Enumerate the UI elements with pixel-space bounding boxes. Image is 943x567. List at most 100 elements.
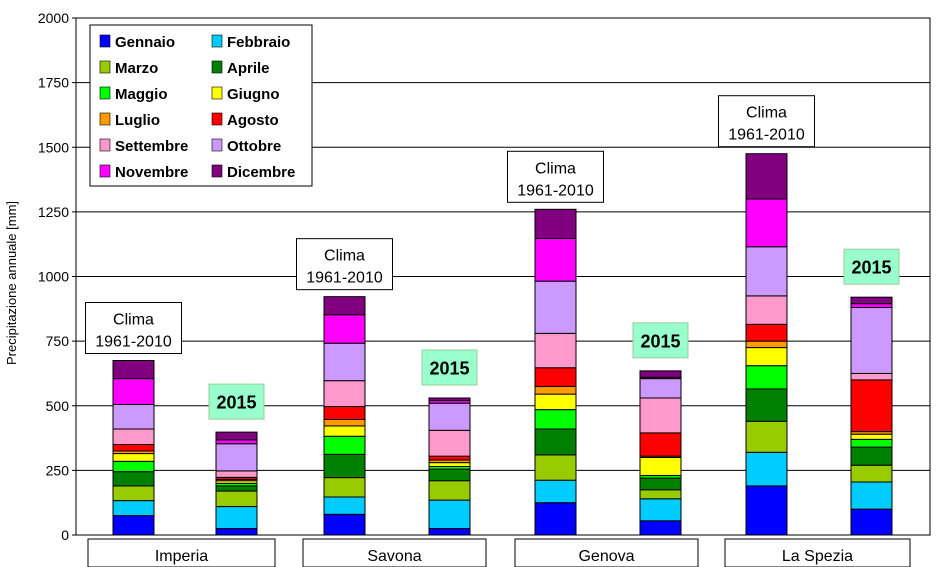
legend-swatch (211, 164, 223, 178)
bar-segment (112, 485, 155, 502)
group-text: La Spezia (782, 548, 853, 565)
group-text: Genova (578, 548, 634, 565)
annotation-box (632, 322, 689, 359)
legend-label: Giugno (227, 86, 280, 103)
group-label: Imperia (87, 538, 276, 567)
annotation-box (85, 302, 182, 355)
legend-label: Gennaio (115, 34, 175, 51)
stacked-bar (215, 431, 258, 536)
y-axis-ticks: 0 250 500 750 1000 1250 1500 1750 2000 (38, 10, 76, 543)
annotation-text: 1961-2010 (517, 182, 594, 199)
bar-segment (534, 238, 577, 282)
legend-label: Settembre (115, 138, 188, 155)
bar-segment (112, 378, 155, 405)
legend-item: Marzo (99, 60, 158, 77)
group-box (514, 538, 699, 567)
bar-segment (112, 428, 155, 446)
bar-segment (850, 379, 893, 433)
group-label: Savona (302, 538, 487, 567)
bar-segment (850, 481, 893, 510)
legend-swatch (99, 34, 111, 48)
bar-segment (428, 528, 471, 536)
y-tick-label: 1750 (38, 75, 69, 91)
y-tick-label: 1250 (38, 204, 69, 220)
bar-segment (745, 420, 788, 453)
bar-segment (112, 444, 155, 452)
annotation-text: 2015 (851, 258, 891, 278)
bar-segment (323, 314, 366, 344)
group-label: La Spezia (724, 538, 911, 567)
annotation-text: Clima (324, 248, 365, 265)
bar-segment (534, 280, 577, 334)
y-tick-label: 250 (46, 462, 70, 478)
bar-segment (323, 342, 366, 382)
bar-labels: Clima 1961-2010 2015 Clima 1961-2010 2015 Clim… (85, 95, 900, 420)
annotation-box (718, 95, 815, 148)
bar-segment (534, 385, 577, 395)
annotation-box (843, 248, 900, 285)
y-tick-label: 500 (46, 398, 70, 414)
bar-segment (534, 367, 577, 387)
annotation-text: Clima (746, 105, 787, 122)
bar-segment (745, 347, 788, 367)
bar-segment (215, 506, 258, 530)
y-tick-label: 0 (61, 527, 69, 543)
group-labels: Imperia Savona Genova La Spezia (87, 538, 911, 567)
bar-segment (112, 500, 155, 517)
bar-annotation: 2015 (421, 349, 478, 386)
bar-segment (745, 388, 788, 422)
stacked-bar (112, 360, 155, 536)
bar-annotation: Clima 1961-2010 (296, 238, 393, 291)
legend-item: Agosto (211, 112, 279, 129)
bar-annotation: Clima 1961-2010 (507, 150, 604, 203)
annotation-text: 2015 (216, 393, 256, 413)
legend-label: Maggio (115, 86, 168, 103)
bar-segment (850, 303, 893, 309)
legend-label: Aprile (227, 60, 270, 77)
legend-swatch (99, 112, 111, 126)
bar-segment (323, 477, 366, 498)
annotation-box (421, 349, 478, 386)
bar-segment (534, 208, 577, 240)
bar-segment (112, 360, 155, 380)
legend-label: Novembre (115, 164, 188, 181)
legend-box (89, 24, 313, 187)
bar-segment (112, 460, 155, 473)
bar-segment (534, 393, 577, 411)
bar-segment (323, 496, 366, 515)
bar-segment (639, 520, 682, 536)
stacked-bar (428, 397, 471, 536)
legend-swatch (99, 138, 111, 152)
legend-label: Luglio (115, 112, 160, 129)
group-box (302, 538, 487, 567)
bar-segment (745, 340, 788, 349)
bar-segment (428, 480, 471, 501)
legend-label: Dicembre (227, 164, 295, 181)
bar-segment (323, 418, 366, 427)
bar-segment (534, 502, 577, 536)
stacked-bar (639, 370, 682, 536)
legend-swatch (211, 86, 223, 100)
bar-segment (215, 485, 258, 492)
annotation-box (208, 383, 265, 420)
y-tick-label: 1000 (38, 269, 69, 285)
bar-segment (215, 443, 258, 472)
y-axis-label: Precipitazione annuale [mm] (4, 201, 19, 365)
bar-segment (850, 438, 893, 448)
stacked-bar (323, 296, 366, 536)
y-tick-label: 1500 (38, 139, 69, 155)
legend-item: Dicembre (211, 164, 295, 181)
bar-segment (639, 456, 682, 477)
bar-segment (639, 477, 682, 491)
legend-item: Luglio (99, 112, 160, 129)
bar-segment (745, 365, 788, 390)
bar-segment (428, 402, 471, 431)
bar-segment (850, 307, 893, 374)
annotation-box (507, 150, 604, 203)
bar-segment (112, 471, 155, 487)
annotation-text: 2015 (429, 358, 469, 378)
bar-segment (745, 485, 788, 536)
legend-item: Maggio (99, 86, 168, 103)
annotation-text: Clima (535, 160, 576, 177)
legend-swatch (99, 60, 111, 74)
